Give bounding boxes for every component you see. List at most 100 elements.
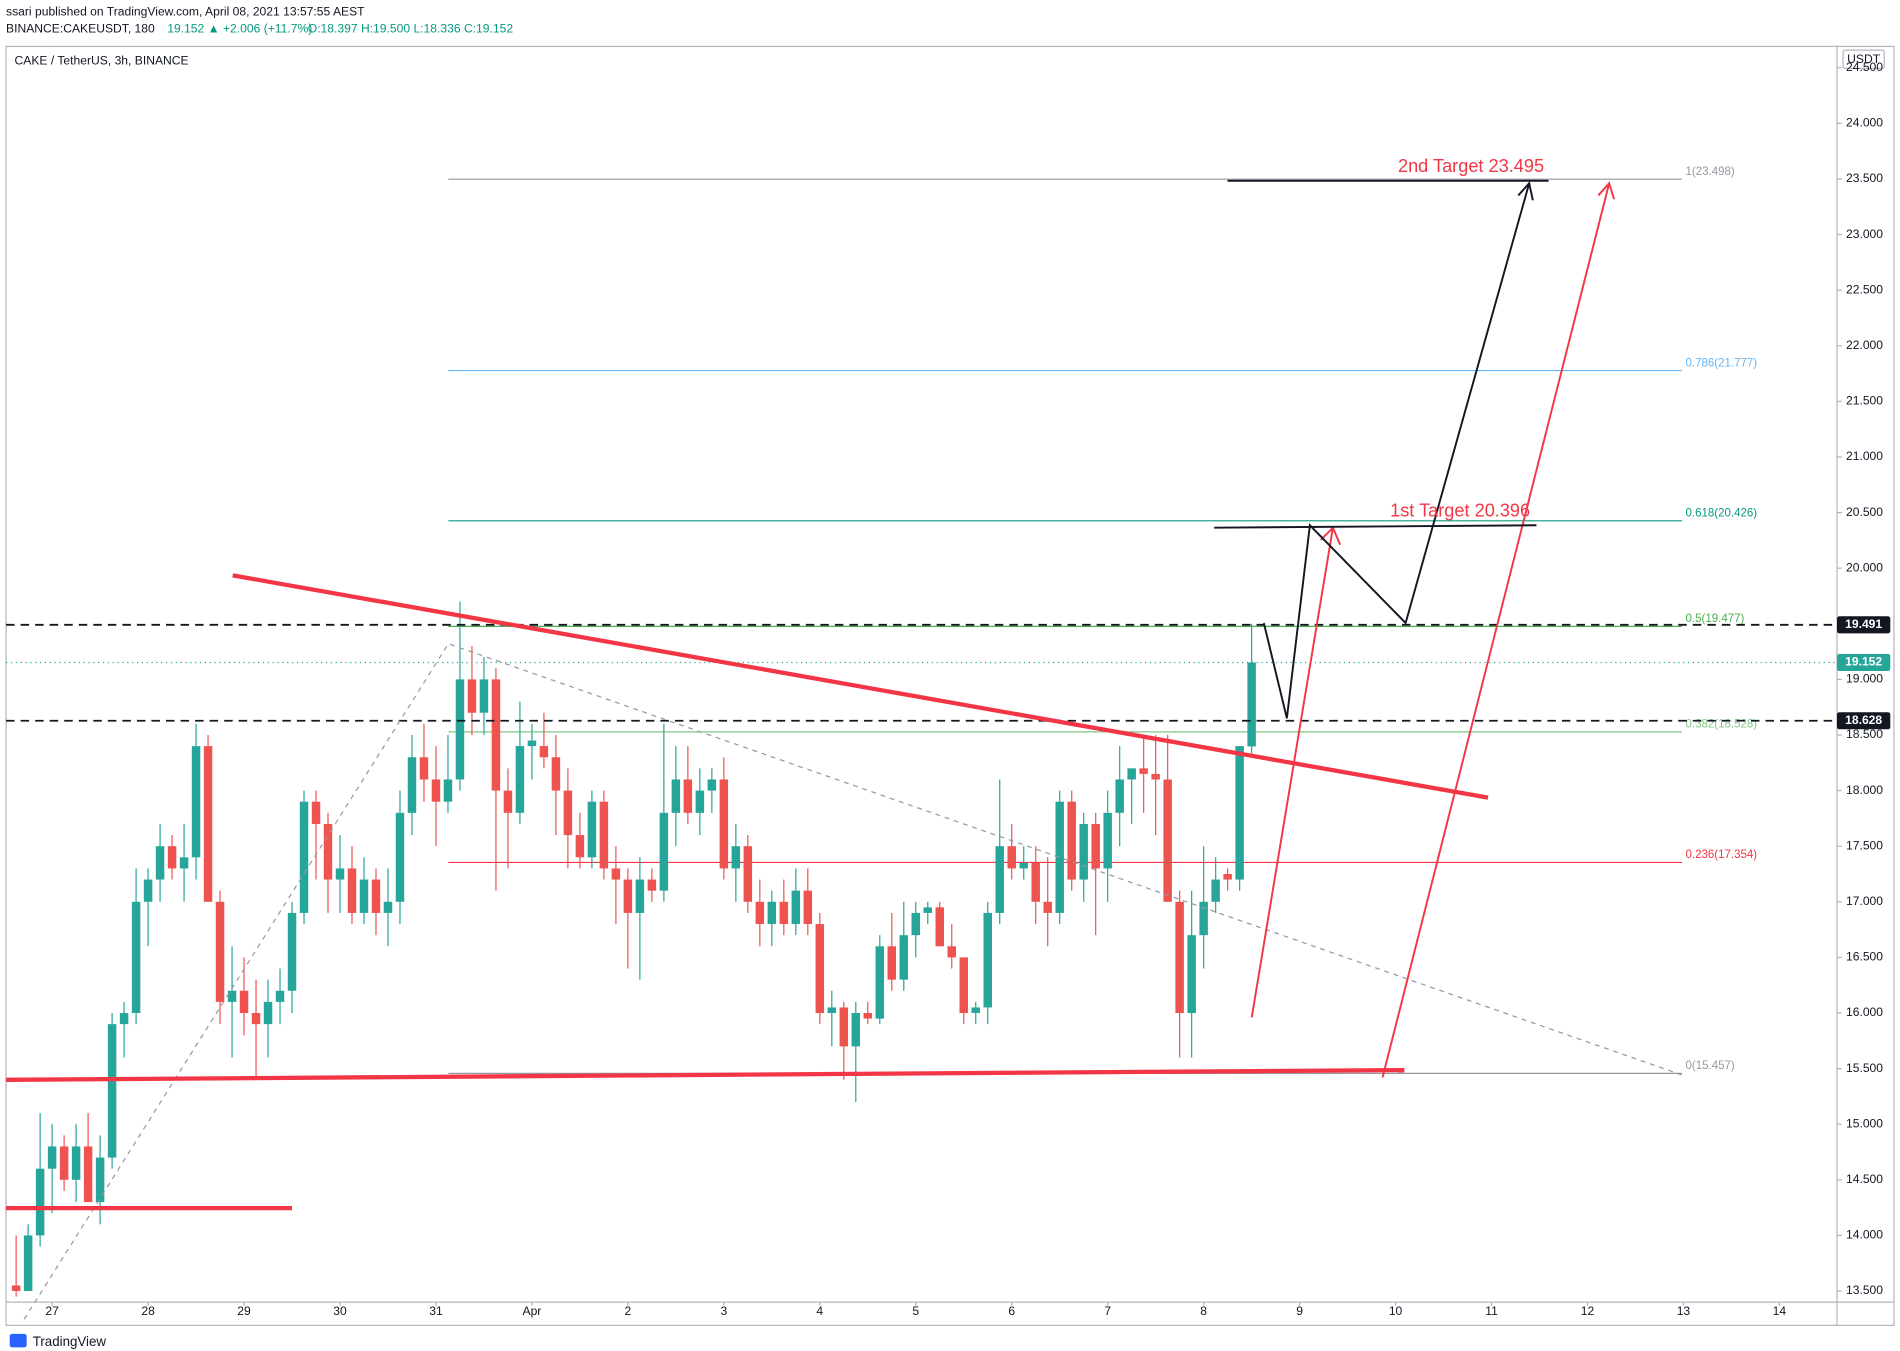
candle-body — [1031, 862, 1040, 902]
candle-body — [743, 846, 753, 902]
y-tick-label: 18.000 — [1846, 783, 1883, 797]
x-tick-label: 5 — [912, 1304, 919, 1318]
candle-body — [863, 1013, 873, 1019]
candle-body — [479, 679, 489, 713]
trendline — [232, 573, 1489, 800]
x-tick-label: 30 — [333, 1304, 347, 1318]
candle-body — [779, 901, 789, 925]
y-tick-label: 18.500 — [1846, 727, 1883, 741]
y-tick-label: 16.000 — [1846, 1005, 1883, 1019]
change: 19.152 ▲ +2.006 (+11.7%) — [167, 22, 312, 36]
candle-body — [167, 846, 177, 869]
candle-body — [419, 757, 429, 780]
arrow-head — [1517, 181, 1534, 201]
x-tick-label: 4 — [816, 1304, 823, 1318]
x-tick-label: 11 — [1485, 1304, 1498, 1318]
y-tick-label: 24.000 — [1846, 116, 1883, 130]
candle-body — [515, 746, 525, 813]
y-tick-label: 14.000 — [1846, 1228, 1883, 1242]
candle-body — [923, 907, 933, 913]
logo-icon — [9, 1333, 27, 1348]
candle-body — [1067, 801, 1076, 880]
candle-body — [383, 901, 393, 913]
x-tick-label: 27 — [45, 1304, 59, 1318]
x-tick-label: 29 — [237, 1304, 251, 1318]
candle-body — [575, 835, 585, 858]
candle-body — [947, 946, 956, 958]
price-tag — [1836, 653, 1891, 672]
candle-body — [455, 679, 465, 780]
candle-body — [95, 1157, 105, 1203]
y-tick-label: 15.500 — [1846, 1061, 1883, 1075]
candle-body — [371, 879, 381, 913]
candle-body — [887, 946, 897, 980]
chart-frame — [5, 45, 1895, 1326]
candle-body — [467, 679, 477, 713]
candle-body — [707, 779, 717, 791]
candle-body — [1139, 768, 1148, 774]
x-tick-label: 13 — [1677, 1304, 1691, 1318]
arrow — [1250, 527, 1334, 1018]
candle-body — [179, 857, 189, 869]
candle-body — [59, 1146, 69, 1180]
x-tick-label: 14 — [1773, 1304, 1787, 1318]
candle-body — [647, 879, 657, 891]
y-tick-label: 22.000 — [1846, 338, 1883, 352]
candle-body — [935, 907, 944, 947]
published-line: ssari published on TradingView.com, Apri… — [6, 4, 365, 18]
candle-body — [671, 779, 681, 813]
fib-label: 0.786(21.777) — [1686, 357, 1758, 369]
price-tag-label: 19.152 — [1845, 655, 1882, 669]
fib-label: 1(23.498) — [1686, 166, 1735, 178]
candle-body — [143, 879, 153, 902]
candle-body — [395, 812, 405, 902]
black-path — [1214, 179, 1549, 719]
candle-body — [611, 868, 621, 880]
logo: TradingView — [33, 1334, 107, 1349]
projection — [1262, 182, 1531, 719]
x-tick-label: 28 — [141, 1304, 155, 1318]
candle-body — [299, 801, 309, 913]
candle-body — [1163, 779, 1172, 902]
candle-body — [335, 868, 345, 880]
candle-body — [1007, 846, 1016, 869]
candle-body — [1211, 879, 1220, 902]
candle-body — [275, 990, 285, 1002]
x-tick-label: 3 — [720, 1304, 727, 1318]
candle-body — [1247, 662, 1256, 747]
candle-body — [1079, 823, 1088, 880]
candle-body — [431, 779, 441, 802]
candle-body — [1043, 901, 1052, 913]
x-tick-label: 2 — [625, 1304, 632, 1318]
plot: 13.500 14.000 14.500 15.000 15.500 16.000 16.5… — [6, 60, 1891, 1318]
y-tick-label: 13.500 — [1846, 1283, 1883, 1297]
candle-body — [1151, 773, 1160, 780]
ohlc: O:18.397 H:19.500 L:18.336 C:19.152 — [308, 22, 514, 36]
target-line — [1214, 524, 1537, 529]
candle-body — [1223, 874, 1232, 880]
candle-body — [71, 1146, 81, 1180]
support-line — [6, 1067, 1405, 1082]
candle-body — [587, 801, 597, 858]
y-tick-label: 20.000 — [1846, 560, 1883, 574]
candle-body — [11, 1285, 21, 1292]
y-tick-label: 24.500 — [1846, 60, 1883, 74]
fib-label: 0.618(20.426) — [1686, 508, 1758, 520]
candle-body — [1055, 801, 1064, 913]
candle-body — [635, 879, 645, 913]
candle-body — [539, 746, 549, 758]
candle-body — [803, 890, 813, 925]
y-tick-label: 21.500 — [1846, 394, 1883, 408]
candle-body — [551, 757, 561, 791]
candle-body — [215, 901, 225, 1002]
x-tick-label: 31 — [429, 1304, 443, 1318]
candle-body — [959, 957, 968, 1014]
y-tick-label: 23.500 — [1846, 171, 1883, 185]
candle-body — [191, 746, 201, 858]
candle-body — [659, 812, 669, 891]
y-tick-label: 21.000 — [1846, 449, 1883, 463]
candle-body — [239, 990, 249, 1014]
